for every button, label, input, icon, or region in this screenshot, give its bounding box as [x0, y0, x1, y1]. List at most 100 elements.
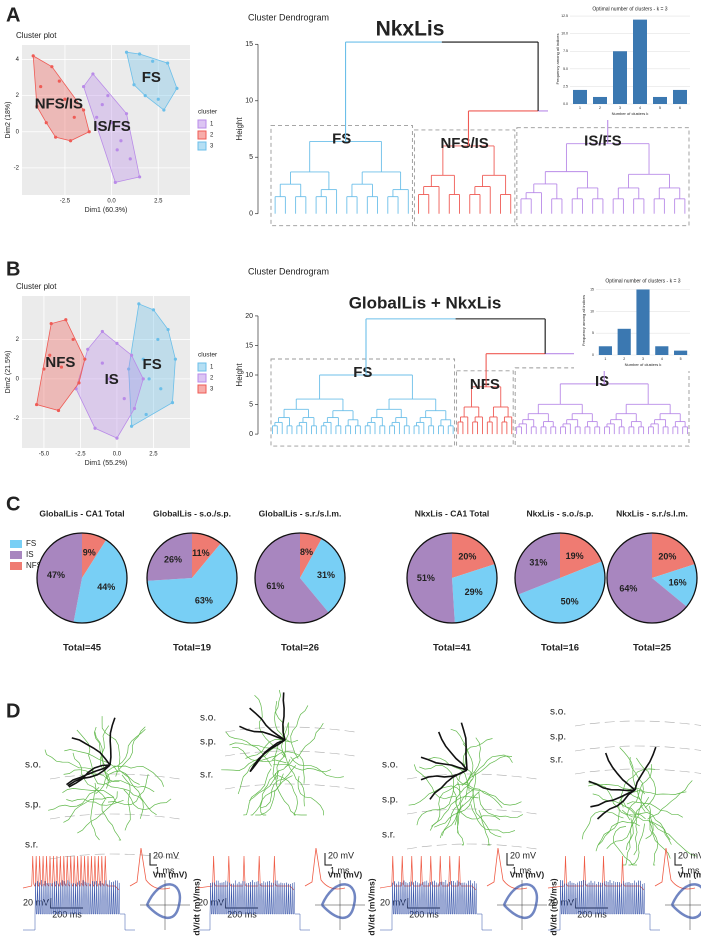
- phase-loop: [145, 883, 182, 919]
- point: [49, 322, 53, 326]
- axon: [629, 756, 646, 812]
- slice-label: 19%: [566, 551, 584, 561]
- point: [54, 135, 58, 139]
- axon: [272, 723, 289, 780]
- axon: [588, 782, 646, 795]
- point: [124, 112, 129, 116]
- y-tick-label: 15: [245, 342, 253, 349]
- axon: [434, 791, 480, 828]
- y-tick-label: 10.0: [561, 32, 568, 36]
- point: [141, 357, 145, 361]
- layer-label: s.o.: [25, 760, 41, 771]
- y-tick-label: 5.0: [563, 67, 568, 71]
- point: [35, 104, 39, 109]
- axon: [48, 786, 100, 811]
- axon: [243, 768, 272, 816]
- axon: [113, 765, 165, 787]
- scale-bar: [149, 853, 157, 866]
- axon: [123, 789, 172, 811]
- cluster-label: NFS/IS: [440, 135, 488, 152]
- pie-title: NkxLis - s.o./s.p.: [526, 508, 593, 518]
- axon: [276, 722, 289, 780]
- pie-slice: [300, 538, 345, 613]
- y-tick-label: 15: [590, 287, 594, 291]
- pie-slice: [518, 561, 605, 624]
- x-tick-label: 4: [639, 106, 641, 110]
- axon: [66, 798, 124, 806]
- layer-label: s.p.: [200, 737, 216, 748]
- y-axis-label: Dim2 (18%): [5, 102, 12, 139]
- phase-loop: [502, 883, 539, 919]
- cluster-hull: [83, 73, 141, 183]
- pie-slice: [452, 533, 495, 578]
- axon: [64, 749, 118, 773]
- x-tick-label: 6: [679, 106, 681, 110]
- axon: [63, 769, 120, 783]
- axon: [297, 775, 324, 816]
- voltage-trace: [198, 880, 310, 931]
- phase-axis-label: dV/dt (mV/ms): [366, 878, 376, 935]
- cluster-label: IS/FS: [584, 133, 622, 150]
- chart-title: Optimal number of clusters - k = 3: [605, 278, 680, 284]
- cluster-hull: [128, 303, 176, 427]
- pie-outline: [606, 532, 698, 624]
- point: [143, 94, 147, 98]
- point: [173, 357, 177, 361]
- pie-slice: [73, 540, 128, 624]
- axon: [467, 786, 522, 806]
- point: [93, 426, 97, 430]
- point: [141, 377, 145, 381]
- x-axis-label: Dim1 (60.3%): [85, 207, 128, 214]
- point: [82, 84, 86, 89]
- slice-label: 29%: [465, 587, 483, 597]
- axon: [260, 769, 280, 816]
- legend-swatch: [197, 119, 207, 129]
- spike-trace: [304, 847, 346, 890]
- x-tick-label: 2.5: [154, 199, 163, 205]
- point: [86, 347, 90, 351]
- cluster-label: IS: [595, 373, 609, 390]
- chart-title: Cluster plot: [16, 282, 57, 291]
- layer-label: s.p.: [25, 800, 41, 811]
- axon: [581, 810, 624, 840]
- layer-label: s.o.: [382, 760, 398, 771]
- axon: [622, 818, 633, 866]
- x-tick-label: -5.0: [39, 452, 50, 458]
- pie-slice: [255, 533, 329, 623]
- pie-slice: [607, 533, 687, 623]
- axon: [647, 780, 693, 820]
- dendrite: [71, 737, 111, 766]
- point: [115, 436, 119, 440]
- axon: [95, 770, 140, 794]
- y-axis-label: Frequency among all indices: [581, 295, 586, 346]
- x-tick-label: 0.0: [107, 199, 116, 205]
- y-tick-label: 10: [245, 98, 253, 105]
- scale-label: 20 mV: [510, 850, 536, 860]
- y-axis-label: Height: [235, 117, 244, 141]
- pie-title: NkxLis - s.r./s.l.m.: [616, 508, 688, 518]
- slice-label: 44%: [97, 582, 115, 592]
- pie-slice: [407, 533, 455, 623]
- axon: [470, 804, 516, 834]
- pie-slice: [452, 564, 497, 623]
- axon: [621, 809, 671, 841]
- slice-label: 8%: [300, 547, 313, 557]
- legend-swatch: [197, 141, 207, 151]
- point: [42, 367, 46, 371]
- scale-label: 1 ms: [155, 865, 175, 875]
- pie-slice: [300, 533, 322, 578]
- y-tick-label: 10: [590, 309, 594, 313]
- axon: [106, 728, 146, 772]
- y-axis-label: Dim2 (21.5%): [5, 351, 12, 394]
- phase-axis-label: dV/dt (mV/ms): [548, 878, 558, 935]
- y-tick-label: 0: [16, 376, 20, 382]
- axon: [254, 695, 275, 748]
- layer-label: s.p.: [550, 732, 566, 743]
- x-axis-label: Number of clusters k: [625, 362, 662, 367]
- dendrite: [239, 725, 286, 741]
- x-tick-label: -2.5: [60, 199, 71, 205]
- layer-label: s.o.: [200, 713, 216, 724]
- dendrite: [460, 722, 468, 771]
- y-tick-label: 12.5: [561, 14, 568, 18]
- axon: [628, 792, 654, 840]
